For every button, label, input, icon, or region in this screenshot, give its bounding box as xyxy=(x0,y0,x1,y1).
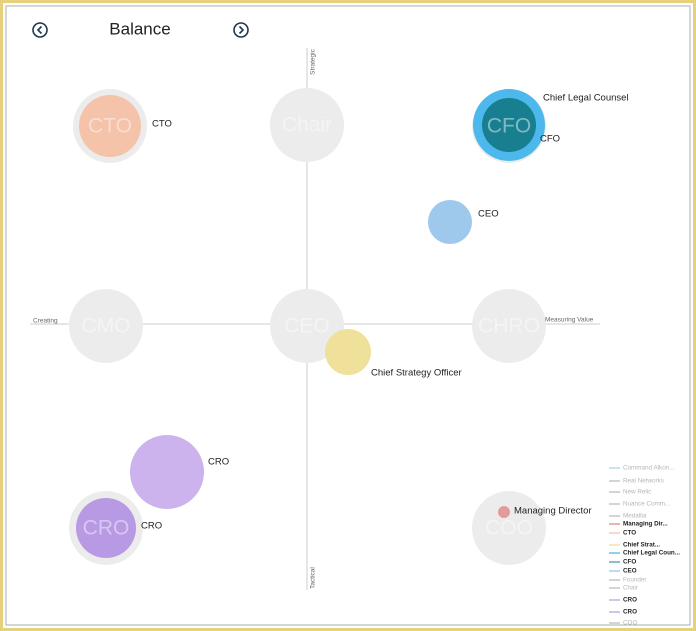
legend-item[interactable]: CRO xyxy=(623,609,637,616)
role-label: CMO xyxy=(82,315,131,338)
bubble-label: CFO xyxy=(540,134,560,145)
axis-label: Strategic xyxy=(310,48,317,74)
axis-label: Tactical xyxy=(310,567,317,589)
role-label: CEO xyxy=(284,315,330,338)
axis-label: Measuring Value xyxy=(545,317,594,324)
bubble[interactable] xyxy=(79,95,141,157)
bubble-label: Managing Director xyxy=(514,506,592,517)
legend-item[interactable]: CEO xyxy=(623,568,637,575)
legend-item[interactable]: Real Networks xyxy=(623,478,664,485)
bubble[interactable] xyxy=(76,498,136,558)
legend-item[interactable]: Command Alkon... xyxy=(623,465,675,472)
role-label: CFO xyxy=(487,115,531,138)
bubble-label: CRO xyxy=(208,457,229,468)
title: Balance xyxy=(109,19,170,38)
role-label: Chair xyxy=(282,114,332,137)
bubble[interactable] xyxy=(428,200,472,244)
legend-item[interactable]: Nuance Comm... xyxy=(623,501,670,508)
prev-button[interactable] xyxy=(32,22,48,38)
legend-item[interactable]: Founder xyxy=(623,577,646,584)
legend-item[interactable]: Managing Dir... xyxy=(623,521,668,528)
legend-item[interactable]: CRO xyxy=(623,597,637,604)
legend-item[interactable]: Chair xyxy=(623,585,638,592)
legend-item[interactable]: Chief Legal Coun... xyxy=(623,550,680,557)
role-label: CHRO xyxy=(478,315,540,338)
bubble-label: CRO xyxy=(141,521,162,532)
bubble-label: CTO xyxy=(152,119,172,130)
legend-item[interactable]: New Relic xyxy=(623,489,651,496)
bubble-label: CEO xyxy=(478,209,499,220)
bubble-label: Chief Legal Counsel xyxy=(543,93,629,104)
legend: Command Alkon... Real Networks New Relic Nu… xyxy=(609,465,680,627)
bubble[interactable] xyxy=(498,506,510,518)
bubble[interactable] xyxy=(130,435,204,509)
legend-item[interactable]: COO xyxy=(623,620,637,627)
bubble[interactable] xyxy=(325,329,371,375)
role-label: COO xyxy=(485,517,533,540)
role-label: CTO xyxy=(88,115,132,138)
role-label: CRO xyxy=(83,517,130,540)
legend-item[interactable]: Medallia xyxy=(623,513,647,520)
bubble-label: Chief Strategy Officer xyxy=(371,368,462,379)
legend-item[interactable]: CFO xyxy=(623,559,636,566)
axis-label: Creating xyxy=(33,318,58,325)
legend-item[interactable]: Chief Strat... xyxy=(623,542,660,549)
bubble[interactable] xyxy=(482,98,536,152)
next-button[interactable] xyxy=(233,22,249,38)
legend-item[interactable]: CTO xyxy=(623,530,636,537)
